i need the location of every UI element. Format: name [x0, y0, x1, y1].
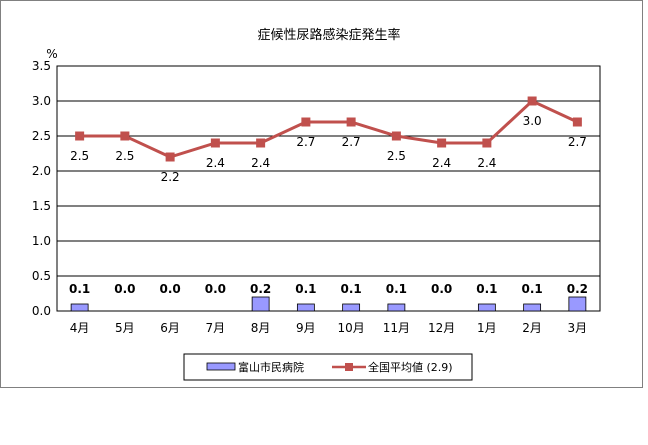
line-value-label: 2.7 — [568, 135, 587, 149]
bar-value-label: 0.1 — [476, 282, 497, 296]
chart-title: 症候性尿路感染症発生率 — [257, 27, 400, 43]
y-tick-label: 3.5 — [32, 59, 51, 73]
line-value-label: 2.7 — [296, 135, 315, 149]
bar-value-label: 0.0 — [205, 282, 226, 296]
line-marker — [165, 152, 175, 162]
y-tick-label: 3.0 — [32, 94, 51, 108]
legend-swatch-marker — [345, 363, 353, 371]
bar-data-labels: 0.1 0.0 0.0 0.0 0.2 0.1 0.1 0.1 0.0 0.1 0.1 0.2 — [69, 282, 588, 296]
line-marker — [437, 138, 447, 148]
bar-value-label: 0.0 — [159, 282, 180, 296]
x-tick-label: 7月 — [206, 321, 226, 335]
line-data-labels: 2.5 2.5 2.2 2.4 2.4 2.7 2.7 2.5 2.4 2.4 3.0 2.7 — [70, 114, 587, 184]
y-tick-label: 0.0 — [32, 304, 51, 318]
bar-value-label: 0.2 — [250, 282, 271, 296]
line-marker — [572, 117, 582, 127]
line-value-label: 2.4 — [432, 156, 451, 170]
x-tick-label: 5月 — [115, 321, 135, 335]
line-marker — [301, 117, 311, 127]
line-marker — [256, 138, 266, 148]
bar — [70, 303, 89, 312]
y-tick-label: 2.0 — [32, 164, 51, 178]
bar — [296, 303, 315, 312]
x-tick-label: 6月 — [160, 321, 180, 335]
x-axis-ticks: 4月 5月 6月 7月 8月 9月 10月 11月 12月 1月 2月 3月 — [70, 321, 587, 335]
x-tick-label: 10月 — [337, 321, 364, 335]
y-tick-label: 2.5 — [32, 129, 51, 143]
x-tick-label: 1月 — [477, 321, 497, 335]
chart-frame — [0, 0, 643, 388]
legend: 富山市民病院 全国平均値 (2.9) — [183, 353, 473, 381]
line-marker — [120, 131, 130, 141]
line-value-label: 2.2 — [161, 170, 180, 184]
y-axis-ticks: 0.0 0.5 1.0 1.5 2.0 2.5 3.0 3.5 — [32, 59, 51, 318]
line-marker — [75, 131, 85, 141]
y-tick-label: 0.5 — [32, 269, 51, 283]
line-marker — [346, 117, 356, 127]
y-tick-label: 1.0 — [32, 234, 51, 248]
bar — [342, 303, 361, 312]
x-tick-label: 2月 — [522, 321, 542, 335]
bar-value-label: 0.0 — [431, 282, 452, 296]
bar — [523, 303, 542, 312]
line-value-label: 2.4 — [477, 156, 496, 170]
plot-area — [56, 65, 601, 312]
line-series — [75, 96, 582, 162]
x-tick-label: 9月 — [296, 321, 316, 335]
line-value-label: 2.4 — [251, 156, 270, 170]
bar-value-label: 0.1 — [69, 282, 90, 296]
x-tick-label: 4月 — [70, 321, 90, 335]
x-tick-label: 8月 — [251, 321, 271, 335]
line-marker — [482, 138, 492, 148]
legend-swatch-bar — [206, 362, 236, 371]
line-value-label: 2.5 — [387, 149, 406, 163]
line-value-label: 2.5 — [115, 149, 134, 163]
x-tick-label: 12月 — [428, 321, 455, 335]
bar-value-label: 0.1 — [386, 282, 407, 296]
bar — [387, 303, 406, 312]
bar-value-label: 0.2 — [567, 282, 588, 296]
x-tick-label: 3月 — [568, 321, 588, 335]
bar — [477, 303, 496, 312]
line-marker — [210, 138, 220, 148]
line-value-label: 3.0 — [523, 114, 542, 128]
bar-series — [70, 296, 587, 312]
line-value-label: 2.7 — [342, 135, 361, 149]
legend-label-bar: 富山市民病院 — [238, 360, 304, 374]
line-marker — [527, 96, 537, 106]
gridlines — [57, 100, 600, 277]
legend-label-line: 全国平均値 (2.9) — [368, 360, 453, 374]
x-tick-label: 11月 — [383, 321, 410, 335]
bar — [568, 296, 587, 312]
line-value-label: 2.4 — [206, 156, 225, 170]
bar-value-label: 0.1 — [340, 282, 361, 296]
series-line — [79, 99, 579, 159]
line-marker — [391, 131, 401, 141]
bar-value-label: 0.0 — [114, 282, 135, 296]
y-tick-label: 1.5 — [32, 199, 51, 213]
line-value-label: 2.5 — [70, 149, 89, 163]
bar-value-label: 0.1 — [521, 282, 542, 296]
y-axis-unit: % — [46, 47, 57, 61]
bar — [251, 296, 270, 312]
bar-value-label: 0.1 — [295, 282, 316, 296]
